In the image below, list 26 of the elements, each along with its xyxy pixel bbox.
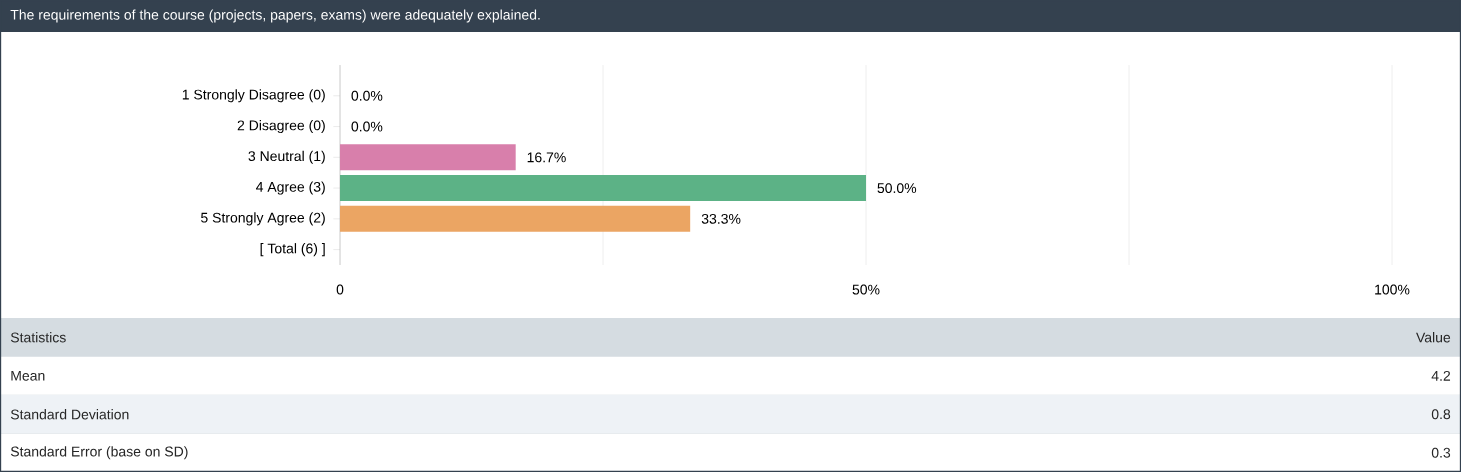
x-tick-label: 100% bbox=[1375, 284, 1410, 295]
y-tick-label: 4 Agree (3) bbox=[256, 181, 325, 195]
data-label: 16.7% bbox=[527, 152, 566, 163]
y-tick-label: 1 Strongly Disagree (0) bbox=[182, 89, 325, 103]
text: Statistics bbox=[10, 332, 66, 343]
bar bbox=[340, 144, 516, 171]
text: 0.3 bbox=[1431, 447, 1451, 458]
data-label: 0.0% bbox=[351, 90, 383, 101]
text: 4.2 bbox=[1431, 370, 1451, 381]
chart-title: The requirements of the course (projects, papers, exams) were adequately explained. bbox=[10, 9, 540, 23]
bar bbox=[340, 205, 691, 232]
data-label: 50.0% bbox=[877, 183, 917, 194]
bar bbox=[340, 175, 867, 202]
text: Mean bbox=[11, 370, 45, 381]
data-label: 33.3% bbox=[701, 213, 741, 224]
text: 0.8 bbox=[1431, 409, 1451, 420]
y-tick-label: 3 Neutral (1) bbox=[248, 150, 325, 164]
y-tick-label: 5 Strongly Agree (2) bbox=[201, 212, 325, 226]
text: Standard Deviation bbox=[10, 409, 129, 420]
x-tick-label: 0 bbox=[336, 284, 344, 295]
x-tick-label: 50% bbox=[852, 284, 880, 295]
y-tick-label: 2 Disagree (0) bbox=[237, 120, 325, 134]
y-tick-label: [ Total (6) ] bbox=[260, 243, 325, 257]
data-label: 0.0% bbox=[351, 121, 383, 132]
text: Value bbox=[1416, 332, 1451, 343]
text: Standard Error (base on SD) bbox=[10, 446, 188, 460]
